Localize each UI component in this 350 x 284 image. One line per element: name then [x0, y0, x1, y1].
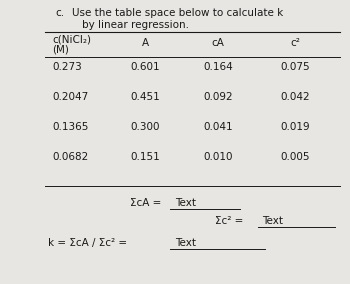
Text: c(NiCl₂): c(NiCl₂)	[52, 34, 91, 44]
Text: 0.273: 0.273	[52, 62, 82, 72]
Text: 0.092: 0.092	[203, 92, 233, 102]
Text: c.: c.	[55, 8, 64, 18]
Text: 0.005: 0.005	[280, 152, 310, 162]
Text: c²: c²	[290, 38, 300, 48]
Text: Text: Text	[175, 238, 196, 248]
Text: Use the table space below to calculate k: Use the table space below to calculate k	[72, 8, 283, 18]
Text: 0.601: 0.601	[130, 62, 160, 72]
Text: A: A	[141, 38, 148, 48]
Text: 0.300: 0.300	[130, 122, 160, 132]
Text: 0.019: 0.019	[280, 122, 310, 132]
Text: 0.151: 0.151	[130, 152, 160, 162]
Text: 0.451: 0.451	[130, 92, 160, 102]
Text: k = ΣcA / Σc² =: k = ΣcA / Σc² =	[48, 238, 130, 248]
Text: 0.1365: 0.1365	[52, 122, 88, 132]
Text: (M): (M)	[52, 45, 69, 55]
Text: by linear regression.: by linear regression.	[82, 20, 189, 30]
Text: ΣcA =: ΣcA =	[130, 198, 164, 208]
Text: 0.042: 0.042	[280, 92, 310, 102]
Text: 0.075: 0.075	[280, 62, 310, 72]
Text: Σc² =: Σc² =	[215, 216, 247, 226]
Text: 0.010: 0.010	[203, 152, 233, 162]
Text: 0.164: 0.164	[203, 62, 233, 72]
Text: 0.0682: 0.0682	[52, 152, 88, 162]
Text: cA: cA	[211, 38, 224, 48]
Text: 0.2047: 0.2047	[52, 92, 88, 102]
Text: Text: Text	[262, 216, 283, 226]
Text: Text: Text	[175, 198, 196, 208]
Text: 0.041: 0.041	[203, 122, 233, 132]
